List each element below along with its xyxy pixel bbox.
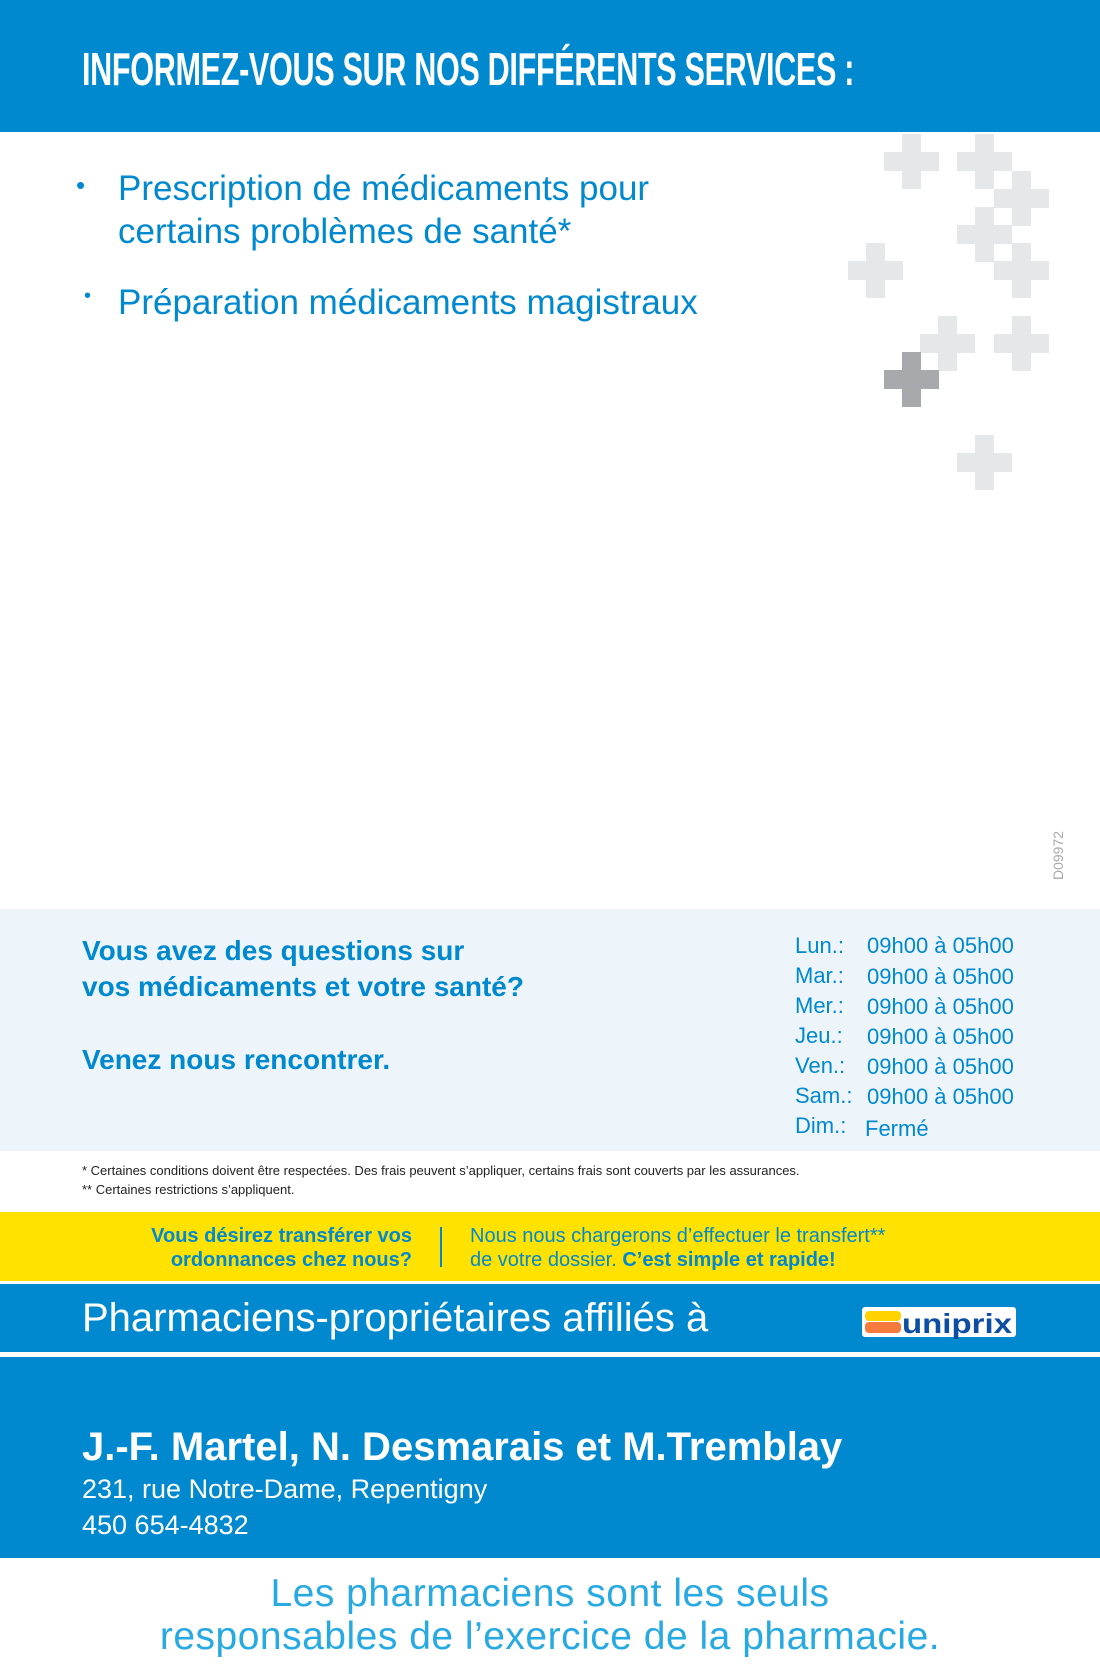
service-line: Prescription de médicaments pour — [118, 169, 650, 208]
question-line: vos médicaments et votre santé? — [82, 971, 524, 1002]
cross-icon — [884, 134, 939, 189]
transfer-highlight: C’est simple et rapide! — [622, 1249, 836, 1271]
cross-icon — [957, 134, 1012, 189]
divider — [440, 1227, 442, 1267]
hours-time: Fermé — [865, 1116, 929, 1141]
hours-day: Mar.: — [795, 963, 844, 988]
document-code: D09972 — [1050, 830, 1066, 880]
hours-day: Jeu.: — [795, 1023, 843, 1048]
cross-icon — [994, 243, 1049, 298]
service-item-preparation: Préparation médicaments magistraux — [118, 281, 698, 324]
hours-day: Sam.: — [795, 1083, 853, 1108]
hours-day: Mer.: — [795, 993, 844, 1018]
uniprix-logo: uniprix — [862, 1307, 1016, 1339]
cross-icon — [957, 207, 1012, 262]
question-line: Vous avez des questions sur — [82, 935, 465, 966]
page-title: INFORMEZ-VOUS SUR NOS DIFFÉRENTS SERVICE… — [82, 43, 855, 95]
transfer-question-line: Vous désirez transférer vos — [151, 1225, 412, 1247]
cross-icon — [848, 243, 903, 298]
transfer-banner — [0, 1212, 1100, 1281]
pharmacist-names: J.-F. Martel, N. Desmarais et M.Tremblay — [82, 1425, 843, 1469]
tagline: responsables de l’exercice de la pharmac… — [159, 1615, 941, 1658]
bullet-dot: • — [76, 170, 86, 200]
hours-day: Lun.: — [795, 933, 844, 958]
transfer-question-line: ordonnances chez nous? — [170, 1249, 412, 1271]
footnote: * Certaines conditions doivent être resp… — [82, 1163, 800, 1178]
transfer-text: de votre dossier. — [470, 1249, 623, 1271]
hours-time: 09h00 à 05h00 — [867, 1084, 1014, 1109]
hours-time: 09h00 à 05h00 — [867, 994, 1014, 1019]
svg-text:uniprix: uniprix — [902, 1308, 1012, 1339]
hours-time: 09h00 à 05h00 — [867, 1054, 1014, 1079]
address: 231, rue Notre-Dame, Repentigny — [82, 1474, 488, 1504]
cross-icon — [957, 435, 1012, 490]
bullet-dot: • — [84, 285, 92, 307]
affiliation-text: Pharmaciens-propriétaires affiliés à — [82, 1296, 709, 1340]
cross-icon — [994, 171, 1049, 226]
cross-icon — [884, 352, 939, 407]
invite-text: Venez nous rencontrer. — [82, 1044, 391, 1075]
hours-time: 09h00 à 05h00 — [867, 933, 1014, 958]
service-line: certains problèmes de santé* — [118, 212, 572, 251]
transfer-line: Nous nous chargerons d’effectuer le tran… — [470, 1225, 886, 1247]
hours-time: 09h00 à 05h00 — [867, 1024, 1014, 1049]
transfer-line: de votre dossier. C’est simple et rapide… — [470, 1248, 885, 1272]
contact-section — [0, 1357, 1100, 1558]
tagline: Les pharmaciens sont les seuls — [270, 1572, 830, 1615]
footnote: ** Certaines restrictions s’appliquent. — [82, 1182, 295, 1197]
cross-icon — [920, 316, 975, 371]
hours-day: Dim.: — [795, 1113, 847, 1138]
phone-number: 450 654-4832 — [82, 1510, 249, 1540]
service-item-prescription: Prescription de médicaments pour certain… — [118, 167, 649, 253]
transfer-info: Nous nous chargerons d’effectuer le tran… — [470, 1224, 885, 1272]
info-section — [0, 909, 1100, 1151]
cross-icon — [994, 316, 1049, 371]
hours-day: Ven.: — [795, 1053, 846, 1078]
header-banner — [0, 0, 1100, 132]
service-line: Préparation médicaments magistraux — [118, 283, 698, 322]
transfer-question: Vous désirez transférer vos ordonnances … — [151, 1224, 412, 1272]
hours-time: 09h00 à 05h00 — [867, 964, 1014, 989]
